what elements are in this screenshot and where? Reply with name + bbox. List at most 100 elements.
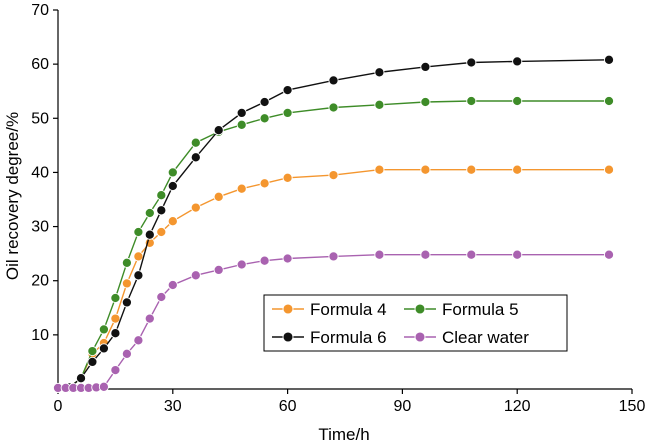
data-point-clear-water xyxy=(110,365,121,376)
data-point-formula-6 xyxy=(420,61,431,72)
data-point-formula-6 xyxy=(75,373,87,384)
data-point-formula-6 xyxy=(603,54,615,65)
y-tick-label: 40 xyxy=(31,164,49,181)
data-point-formula-6 xyxy=(236,107,247,118)
series-formula-4 xyxy=(64,164,615,393)
series-formula-5 xyxy=(64,95,615,393)
x-tick-label: 120 xyxy=(504,398,531,415)
data-point-formula-5 xyxy=(328,102,339,113)
legend-label-clear-water: Clear water xyxy=(442,328,529,347)
data-point-formula-6 xyxy=(156,205,167,216)
data-point-clear-water xyxy=(374,249,385,260)
x-tick-label: 60 xyxy=(279,398,297,415)
data-point-formula-5 xyxy=(144,207,155,219)
data-point-clear-water xyxy=(213,264,224,275)
data-point-formula-6 xyxy=(374,67,385,78)
plot-area xyxy=(52,54,615,393)
data-point-formula-4 xyxy=(328,170,339,181)
data-point-clear-water xyxy=(121,348,132,359)
data-point-formula-4 xyxy=(133,251,144,262)
legend-marker-formula-5 xyxy=(414,303,426,315)
data-point-formula-5 xyxy=(110,292,121,304)
data-point-formula-4 xyxy=(110,313,121,324)
legend-entry-formula-4: Formula 4 xyxy=(272,300,387,319)
y-tick-label: 10 xyxy=(31,327,49,344)
data-point-formula-5 xyxy=(236,119,247,130)
legend-marker-clear-water xyxy=(414,331,426,343)
data-point-clear-water xyxy=(98,381,109,392)
axes xyxy=(57,10,632,390)
x-tick-label: 0 xyxy=(54,398,63,415)
data-point-formula-5 xyxy=(512,95,523,107)
ticks: 0 30 60 90 120 150 10 20 30 40 50 60 70 xyxy=(31,2,645,415)
data-point-clear-water xyxy=(133,335,144,346)
series-line-formula-4 xyxy=(69,168,609,388)
data-point-formula-6 xyxy=(98,343,109,354)
data-point-formula-5 xyxy=(259,113,270,124)
y-tick-label: 20 xyxy=(31,273,49,290)
data-point-clear-water xyxy=(259,255,270,266)
data-point-formula-5 xyxy=(87,346,98,357)
legend: Formula 4 Formula 5 Formula 6 Clear wate… xyxy=(263,294,568,352)
data-point-formula-4 xyxy=(167,216,178,227)
y-tick-label: 60 xyxy=(31,56,49,73)
data-point-formula-5 xyxy=(156,190,167,201)
y-axis-title: Oil recovery degree/% xyxy=(3,112,22,280)
data-point-formula-6 xyxy=(282,85,293,96)
data-point-formula-5 xyxy=(374,99,385,110)
data-point-formula-4 xyxy=(603,164,615,175)
data-point-formula-5 xyxy=(98,324,109,335)
legend-entry-clear-water: Clear water xyxy=(404,328,529,347)
x-tick-label: 90 xyxy=(394,398,412,415)
data-point-clear-water xyxy=(167,279,178,291)
data-point-clear-water xyxy=(466,249,477,260)
data-point-formula-4 xyxy=(156,226,167,238)
data-point-formula-5 xyxy=(420,96,431,108)
x-axis-title: Time/h xyxy=(318,425,369,444)
legend-label-formula-6: Formula 6 xyxy=(310,328,387,347)
legend-entry-formula-5: Formula 5 xyxy=(404,300,519,319)
data-point-clear-water xyxy=(512,249,523,260)
legend-label-formula-4: Formula 4 xyxy=(310,300,387,319)
data-point-formula-5 xyxy=(466,95,477,107)
legend-marker-formula-4 xyxy=(282,303,294,315)
data-point-clear-water xyxy=(190,270,201,281)
data-point-formula-4 xyxy=(282,172,293,183)
data-point-formula-6 xyxy=(259,96,270,108)
x-tick-label: 30 xyxy=(164,398,182,415)
y-tick-label: 50 xyxy=(31,110,49,127)
legend-marker-formula-6 xyxy=(282,331,294,343)
data-point-formula-6 xyxy=(87,356,98,367)
data-point-clear-water xyxy=(236,259,247,270)
y-tick-label: 30 xyxy=(31,219,49,236)
data-point-formula-5 xyxy=(133,226,144,238)
data-point-clear-water xyxy=(603,249,615,260)
data-point-formula-6 xyxy=(167,180,178,192)
data-point-formula-4 xyxy=(190,202,201,213)
data-point-formula-6 xyxy=(110,328,121,339)
data-point-formula-6 xyxy=(512,56,523,67)
data-point-formula-4 xyxy=(512,164,523,175)
data-point-formula-6 xyxy=(190,152,201,163)
data-point-clear-water xyxy=(328,251,339,262)
data-point-formula-6 xyxy=(133,270,144,281)
data-point-formula-6 xyxy=(328,75,339,86)
series-clear-water xyxy=(52,249,615,393)
data-point-formula-4 xyxy=(213,191,224,202)
data-point-formula-4 xyxy=(420,164,431,175)
data-point-clear-water xyxy=(420,249,431,260)
legend-label-formula-5: Formula 5 xyxy=(442,300,519,319)
data-point-formula-5 xyxy=(167,167,178,178)
data-point-clear-water xyxy=(144,313,155,324)
data-point-formula-4 xyxy=(236,183,247,194)
series-formula-6 xyxy=(64,54,615,393)
data-point-formula-6 xyxy=(466,57,477,68)
data-point-formula-5 xyxy=(603,95,615,107)
data-point-formula-6 xyxy=(121,297,132,308)
data-point-formula-5 xyxy=(282,107,293,118)
legend-box xyxy=(263,294,568,352)
data-point-formula-4 xyxy=(374,164,385,175)
data-point-formula-5 xyxy=(190,137,201,148)
data-point-formula-4 xyxy=(121,278,132,289)
